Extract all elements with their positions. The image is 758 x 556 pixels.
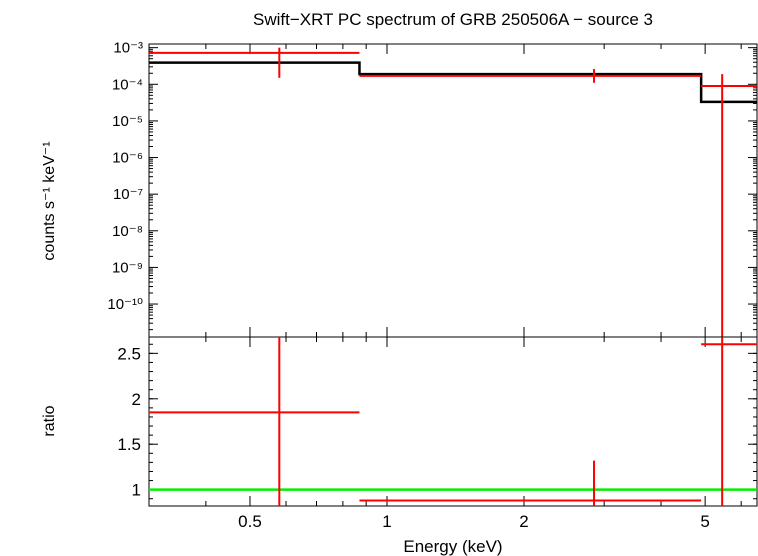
y-tick-label: 10⁻⁹: [112, 259, 143, 276]
x-axis-label: Energy (keV): [403, 537, 502, 556]
bottom-plot-frame: [148, 336, 758, 507]
top-plot-frame: [148, 43, 758, 338]
y-tick-label: 10⁻⁸: [112, 223, 143, 240]
x-tick-label: 0.5: [238, 512, 262, 531]
x-tick-label: 5: [700, 512, 709, 531]
x-tick-label: 1: [382, 512, 391, 531]
top-y-axis-label: counts s⁻¹ keV⁻¹: [41, 141, 58, 260]
bottom-panel: 1 1.5 2 2.5 0.5 1 2 5: [117, 336, 758, 531]
y-tick-label: 2: [132, 390, 141, 409]
y-tick-label: 10⁻³: [113, 40, 143, 57]
top-panel: 10⁻³ 10⁻⁴ 10⁻⁵ 10⁻⁶ 10⁻⁷ 10⁻⁸ 10⁻⁹ 10⁻¹⁰: [107, 40, 758, 338]
y-tick-label: 10⁻⁵: [112, 113, 143, 130]
model-line: [149, 61, 757, 104]
y-tick-label: 10⁻⁶: [112, 150, 143, 167]
y-tick-label: 2.5: [117, 344, 141, 363]
y-tick-label: 1.5: [117, 435, 141, 454]
x-tick-label: 2: [519, 512, 528, 531]
chart-title: Swift−XRT PC spectrum of GRB 250506A − s…: [253, 10, 653, 29]
bottom-y-axis-label: ratio: [41, 405, 58, 436]
y-tick-label: 10⁻¹⁰: [107, 296, 143, 313]
y-tick-label: 10⁻⁷: [113, 186, 143, 203]
y-tick-label: 1: [132, 481, 141, 500]
y-tick-label: 10⁻⁴: [112, 76, 143, 93]
